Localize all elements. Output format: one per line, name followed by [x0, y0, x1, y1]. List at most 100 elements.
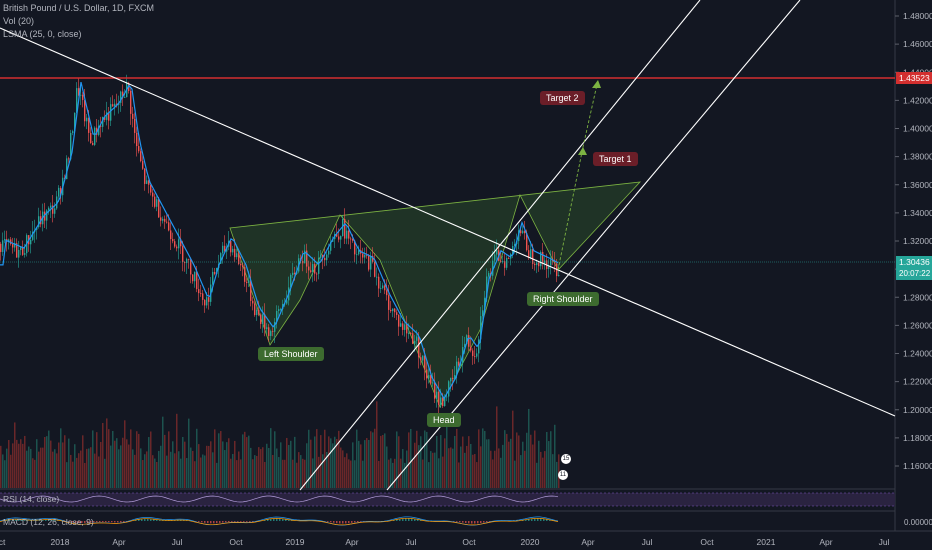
volume-bar — [484, 430, 486, 488]
volume-bar — [224, 450, 226, 488]
right-shoulder-label[interactable]: Right Shoulder — [527, 292, 599, 306]
volume-bar — [544, 451, 546, 488]
volume-bar — [526, 432, 528, 488]
volume-bar — [162, 416, 164, 488]
candle-body — [526, 233, 528, 251]
time-axis-label: Jul — [642, 537, 653, 547]
candle-body — [130, 90, 132, 114]
candle-body — [330, 241, 332, 251]
volume-bar — [244, 431, 246, 488]
candle-body — [202, 293, 204, 300]
volume-bar — [370, 431, 372, 488]
macd-histogram-bar — [351, 521, 353, 523]
candle-body — [438, 391, 440, 405]
event-badge-15[interactable]: 15 — [561, 454, 571, 464]
lsma-indicator-label[interactable]: LSMA (25, 0, close) — [3, 29, 82, 39]
rsi-pane-label[interactable]: RSI (14, close) — [3, 494, 60, 504]
candle-body — [356, 254, 358, 256]
volume-bar — [380, 435, 382, 488]
candle-body — [168, 222, 170, 231]
volume-bar — [188, 418, 190, 488]
candle-body — [540, 252, 542, 267]
macd-histogram-bar — [177, 519, 179, 521]
candle-body — [376, 276, 378, 278]
price-tick-label: 1.42000 — [903, 95, 932, 105]
event-badge-11[interactable]: 11 — [558, 470, 568, 480]
macd-histogram-bar — [489, 521, 491, 522]
candle-body — [426, 369, 428, 379]
volume-bar — [504, 430, 506, 488]
volume-bar — [98, 456, 100, 488]
candle-body — [242, 265, 244, 268]
candle-body — [234, 248, 236, 258]
macd-histogram-bar — [525, 519, 527, 521]
candle-body — [514, 244, 516, 247]
macd-histogram-bar — [459, 521, 461, 523]
candle-body — [428, 375, 430, 379]
left-shoulder-label[interactable]: Left Shoulder — [258, 347, 324, 361]
time-axis-label: 2019 — [286, 537, 305, 547]
volume-bar — [132, 449, 134, 488]
volume-bar — [472, 454, 474, 488]
volume-bar — [540, 451, 542, 488]
candle-body — [350, 238, 352, 240]
volume-bar — [376, 401, 378, 488]
volume-bar — [214, 429, 216, 488]
candle-body — [90, 132, 92, 143]
volume-bar — [270, 428, 272, 488]
volume-bar — [138, 433, 140, 488]
candle-body — [434, 382, 436, 399]
candle-body — [310, 270, 312, 272]
candle-body — [212, 271, 214, 285]
head-label[interactable]: Head — [427, 413, 461, 427]
volume-bar — [534, 430, 536, 488]
volume-bar — [174, 453, 176, 488]
price-tick-label: 1.28000 — [903, 292, 932, 302]
candle-body — [534, 263, 536, 266]
macd-histogram-bar — [234, 521, 236, 522]
macd-histogram-bar — [537, 518, 539, 521]
candle-body — [38, 216, 40, 228]
volume-bar — [440, 435, 442, 488]
volume-bar — [150, 431, 152, 488]
volume-bar — [190, 447, 192, 488]
volume-bar — [122, 437, 124, 488]
rsi-line — [0, 495, 559, 503]
candle-body — [232, 248, 234, 253]
target2-label[interactable]: Target 2 — [540, 91, 585, 105]
volume-bar — [258, 447, 260, 488]
volume-bar — [124, 420, 126, 488]
volume-bar — [306, 443, 308, 488]
volume-bar — [406, 450, 408, 488]
macd-histogram-bar — [477, 521, 479, 524]
candle-body — [220, 253, 222, 264]
volume-bar — [518, 435, 520, 488]
time-axis-label: 2020 — [521, 537, 540, 547]
candle-body — [266, 327, 268, 329]
candle-body — [408, 333, 410, 334]
volume-bar — [238, 451, 240, 488]
candle-body — [480, 316, 482, 340]
macd-histogram-bar — [72, 521, 74, 523]
macd-histogram-bar — [27, 519, 29, 521]
candle-body — [320, 254, 322, 258]
time-axis-label: 2021 — [757, 537, 776, 547]
volume-bar — [310, 439, 312, 488]
macd-pane-label[interactable]: MACD (12, 26, close, 9) — [3, 517, 94, 527]
volume-indicator-label[interactable]: Vol (20) — [3, 16, 35, 26]
volume-bar — [316, 429, 318, 488]
macd-histogram-bar — [111, 521, 113, 523]
volume-bar — [170, 451, 172, 488]
macd-histogram-bar — [279, 518, 281, 521]
macd-histogram-bar — [327, 521, 329, 522]
volume-bar — [160, 445, 162, 488]
volume-bar — [358, 440, 360, 488]
macd-histogram-bar — [90, 521, 92, 523]
target1-label[interactable]: Target 1 — [593, 152, 638, 166]
candle-body — [430, 375, 432, 384]
candle-body — [504, 261, 506, 268]
candle-body — [316, 273, 318, 275]
volume-bar — [208, 445, 210, 488]
volume-bar — [158, 450, 160, 488]
